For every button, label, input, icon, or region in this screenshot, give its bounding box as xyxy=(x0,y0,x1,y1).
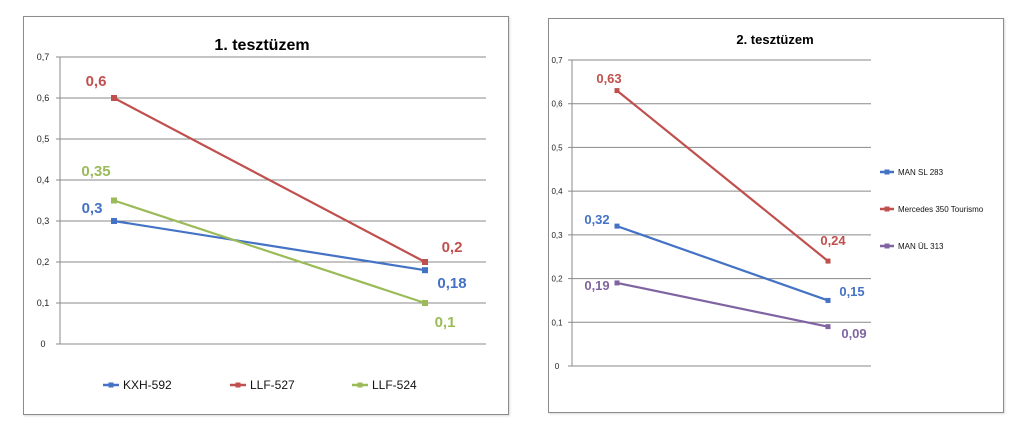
chart-1-data-label: 0,1 xyxy=(435,314,456,331)
chart-1-y-tick-label: 0,7 xyxy=(37,52,50,62)
chart-1-data-point xyxy=(422,259,428,265)
chart-1-y-tick-label: 0,6 xyxy=(37,93,50,103)
chart-1-data-label: 0,6 xyxy=(86,73,107,90)
chart-1-y-tick-label: 0,4 xyxy=(37,175,50,185)
chart-2-legend-marker xyxy=(884,169,890,175)
chart-1-data-point xyxy=(422,267,428,274)
chart-2-title: 2. tesztüzem xyxy=(736,32,813,47)
chart-2-series-line xyxy=(616,225,829,302)
chart-2-frame xyxy=(548,18,1004,413)
chart-2-data-point xyxy=(825,324,831,330)
chart-2-series-line xyxy=(616,281,829,328)
chart-2-y-tick-label: 0,3 xyxy=(551,231,563,240)
chart-1-title: 1. tesztüzem xyxy=(214,37,309,54)
chart-1-y-tick-label: 0,2 xyxy=(37,257,50,267)
chart-2-y-tick-label: 0,5 xyxy=(551,143,563,152)
chart-2-data-point xyxy=(614,223,620,229)
chart-1-y-tick-label: 0,3 xyxy=(37,216,50,226)
chart-1-frame xyxy=(23,16,509,415)
chart-1-legend-label: LLF-524 xyxy=(372,378,417,392)
chart-2-legend-marker xyxy=(884,206,890,212)
chart-1-legend-marker xyxy=(235,382,241,388)
chart-2-y-tick-label: 0 xyxy=(555,362,560,371)
chart-2-data-label: 0,15 xyxy=(839,284,864,299)
chart-1-series-line xyxy=(113,219,426,272)
chart-1-legend-label: KXH-592 xyxy=(123,378,172,392)
chart-1-legend-marker xyxy=(357,382,363,388)
chart-2-legend-marker xyxy=(884,243,890,249)
chart-1-y-tick-label: 0,1 xyxy=(37,298,50,308)
chart-1-data-point xyxy=(111,218,117,224)
chart-2-y-tick-label: 0,2 xyxy=(551,275,563,284)
chart-1-data-label: 0,2 xyxy=(442,239,463,256)
chart-1-series-line xyxy=(113,199,426,305)
chart-2-data-point xyxy=(825,297,831,303)
chart-2-y-tick-label: 0,1 xyxy=(551,318,563,327)
chart-2-data-label: 0,63 xyxy=(596,71,621,86)
chart-2-data-label: 0,19 xyxy=(584,278,609,293)
chart-2-data-label: 0,24 xyxy=(820,233,846,248)
chart-1-data-point xyxy=(111,197,117,204)
chart-1-data-label: 0,35 xyxy=(81,163,110,180)
chart-2-data-point xyxy=(825,258,831,264)
chart-1-y-tick-label: 0,5 xyxy=(37,134,50,144)
chart-2-data-label: 0,09 xyxy=(841,326,866,341)
chart-2-y-tick-label: 0,4 xyxy=(551,187,563,196)
chart-1-y-tick-label: 0 xyxy=(40,339,45,349)
chart-2-legend-label: MAN ÜL 313 xyxy=(898,242,944,251)
chart-2-data-label: 0,32 xyxy=(584,212,609,227)
chart-2-series-line xyxy=(616,89,829,262)
chart-1-data-point xyxy=(111,95,117,101)
chart-1-legend-marker xyxy=(108,382,114,388)
chart-1-data-label: 0,18 xyxy=(437,275,466,292)
chart-2-y-tick-label: 0,7 xyxy=(551,56,563,65)
chart-2-data-point xyxy=(614,280,620,286)
chart-1-data-label: 0,3 xyxy=(82,200,103,217)
chart-2-legend-label: MAN SL 283 xyxy=(898,168,944,177)
chart-1-legend-label: LLF-527 xyxy=(250,378,295,392)
chart-1-series-line xyxy=(113,97,426,263)
chart-2-y-tick-label: 0,6 xyxy=(551,100,563,109)
chart-1-data-point xyxy=(422,300,428,306)
chart-2-legend-label: Mercedes 350 Tourismo xyxy=(898,205,984,214)
chart-2-data-point xyxy=(614,88,620,94)
